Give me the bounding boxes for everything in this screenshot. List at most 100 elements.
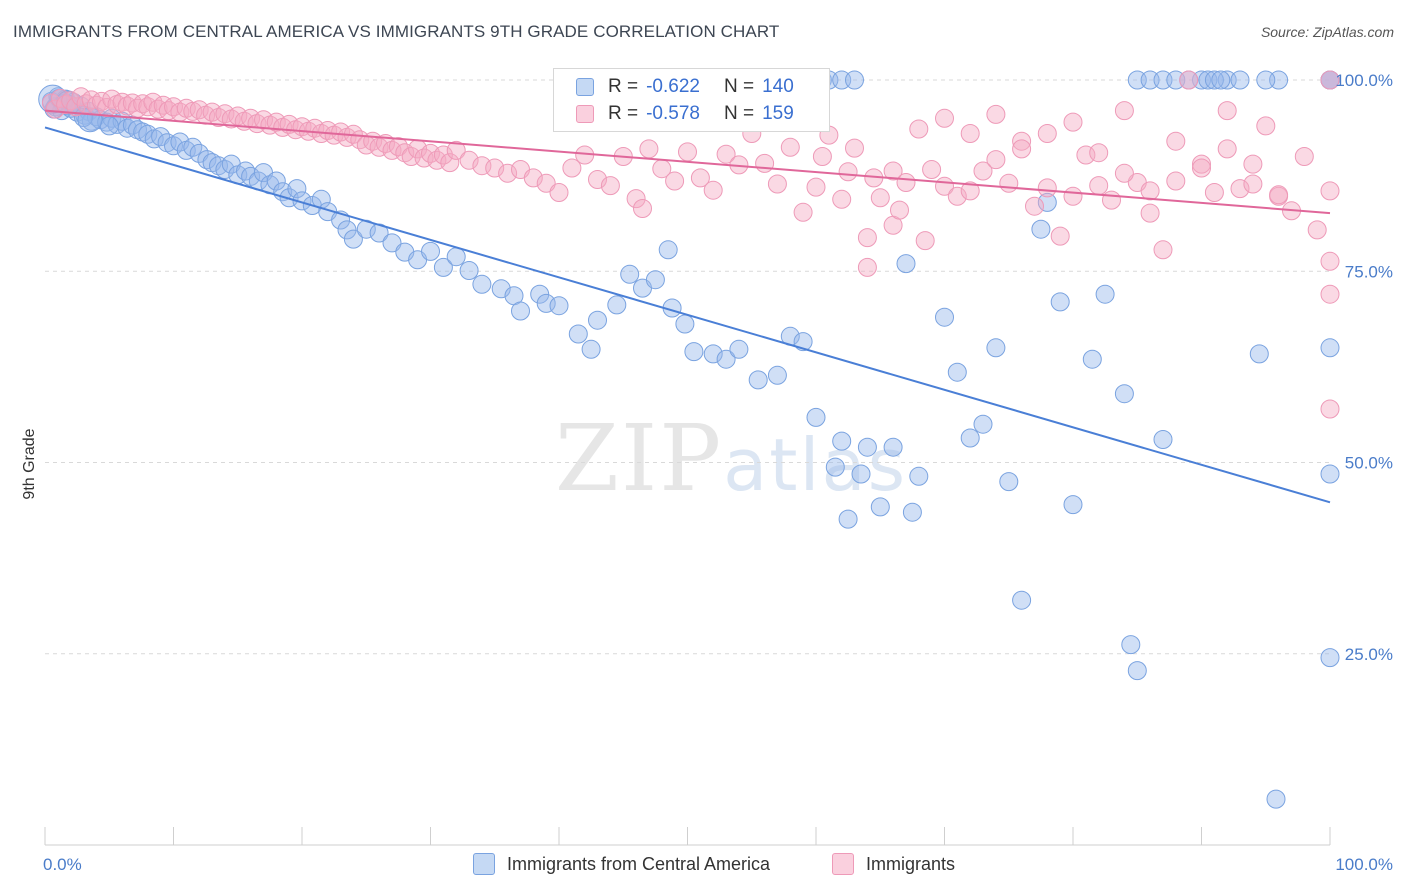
x-tick-label: 0.0%: [43, 855, 82, 874]
immigrants-point: [1102, 190, 1121, 210]
watermark-zip: ZIP: [555, 405, 724, 512]
immigrants-point: [1166, 171, 1186, 191]
immigrants-point: [883, 161, 903, 181]
central-america-point: [1114, 384, 1134, 404]
immigrants-point: [806, 177, 826, 197]
central-america-point: [1153, 430, 1173, 449]
legend-r-label: R =: [608, 103, 639, 124]
central-america-point: [511, 301, 530, 321]
immigrants-point: [1153, 240, 1173, 260]
central-america-point: [607, 295, 627, 315]
central-america-point: [472, 274, 492, 294]
central-america-point: [1082, 349, 1102, 369]
legend-item-immigrants: Immigrants: [832, 852, 955, 876]
watermark: ZIPatlas: [555, 405, 907, 512]
immigrants-point: [1320, 251, 1340, 271]
central-america-point: [446, 247, 466, 267]
central-america-point: [343, 229, 363, 249]
central-america-point: [99, 116, 119, 136]
immigrants-point: [857, 228, 877, 248]
immigrants-point: [1063, 112, 1083, 132]
immigrants-point: [986, 150, 1006, 170]
immigrants-point: [915, 231, 935, 251]
central-america-point: [568, 324, 588, 344]
immigrants-point: [639, 139, 659, 159]
x-axis: [44, 827, 1331, 846]
immigrants-point: [845, 138, 864, 158]
central-america-point: [1063, 495, 1083, 515]
immigrants-point: [633, 199, 652, 218]
immigrants-point: [498, 163, 518, 183]
immigrants-point: [1140, 181, 1160, 201]
immigrants-point: [812, 147, 832, 166]
central-america-point: [164, 136, 183, 156]
central-america-point: [1037, 192, 1057, 212]
immigrants-point: [1320, 70, 1340, 90]
immigrants-point: [523, 168, 543, 188]
central-america-point: [845, 70, 864, 90]
immigrants-point: [1320, 284, 1340, 304]
immigrants-point: [1114, 101, 1134, 121]
immigrants-point: [1307, 220, 1327, 240]
legend-r-label: R =: [608, 76, 639, 97]
tick-labels: 25.0% 50.0% 75.0% 100.0% 0.0% 100.0%: [43, 71, 1393, 874]
central-america-point: [1256, 70, 1276, 90]
legend-label-central-america: Immigrants from Central America: [507, 853, 771, 874]
central-america-point: [986, 338, 1006, 358]
central-america-point: [1320, 648, 1340, 668]
immigrants-point: [1269, 185, 1289, 205]
central-america-point: [883, 437, 903, 457]
central-america-point: [128, 120, 147, 140]
immigrants-point: [1294, 147, 1314, 166]
central-america-point: [896, 254, 916, 274]
central-america-point: [1266, 789, 1286, 809]
immigrants-point: [857, 257, 877, 277]
immigrants-point: [485, 158, 505, 178]
immigrants-point: [1192, 154, 1211, 174]
immigrants-point: [1012, 139, 1032, 159]
series-immigrants-points: [41, 70, 1340, 419]
immigrants-point: [838, 162, 858, 182]
immigrants-point: [626, 189, 646, 209]
central-america-point: [973, 414, 993, 434]
central-america-point: [1320, 338, 1340, 358]
y-tick-label: 25.0%: [1345, 645, 1393, 664]
immigrants-point: [793, 202, 813, 222]
immigrants-point: [716, 144, 736, 164]
legend-r-value: -0.622: [646, 76, 700, 97]
immigrants-point: [973, 161, 993, 181]
immigrants-point: [1050, 226, 1070, 246]
trend-lines: [44, 109, 1331, 504]
chart-title: IMMIGRANTS FROM CENTRAL AMERICA VS IMMIG…: [13, 22, 780, 41]
immigrants-point: [1025, 196, 1044, 216]
central-america-point: [1204, 70, 1224, 90]
immigrants-point: [183, 101, 203, 121]
central-america-point: [645, 270, 665, 290]
trend-line-central-america: [44, 126, 1331, 504]
immigrants-point: [133, 94, 153, 114]
immigrants-point: [755, 153, 775, 173]
central-america-point: [292, 191, 312, 211]
blue-swatch-icon: [473, 853, 495, 875]
central-america-point: [832, 431, 852, 451]
central-america-point: [337, 220, 357, 240]
immigrants-point: [1037, 124, 1057, 143]
y-tick-label: 50.0%: [1345, 454, 1393, 473]
legend-label-immigrants: Immigrants: [866, 853, 956, 874]
immigrants-point: [690, 168, 710, 188]
central-america-point: [658, 240, 678, 260]
central-america-point: [382, 233, 402, 253]
immigrants-point: [1037, 178, 1057, 198]
immigrants-point: [1089, 176, 1109, 196]
central-america-point: [266, 171, 286, 191]
central-america-point: [133, 122, 153, 142]
immigrants-point: [678, 142, 697, 162]
central-america-point: [215, 160, 235, 179]
immigrants-point: [922, 160, 942, 179]
immigrants-point: [1243, 174, 1263, 194]
central-america-point: [909, 466, 929, 486]
central-america-point: [287, 179, 307, 199]
central-america-point: [1127, 661, 1147, 681]
central-america-point: [960, 428, 980, 448]
central-america-point: [1249, 344, 1269, 364]
